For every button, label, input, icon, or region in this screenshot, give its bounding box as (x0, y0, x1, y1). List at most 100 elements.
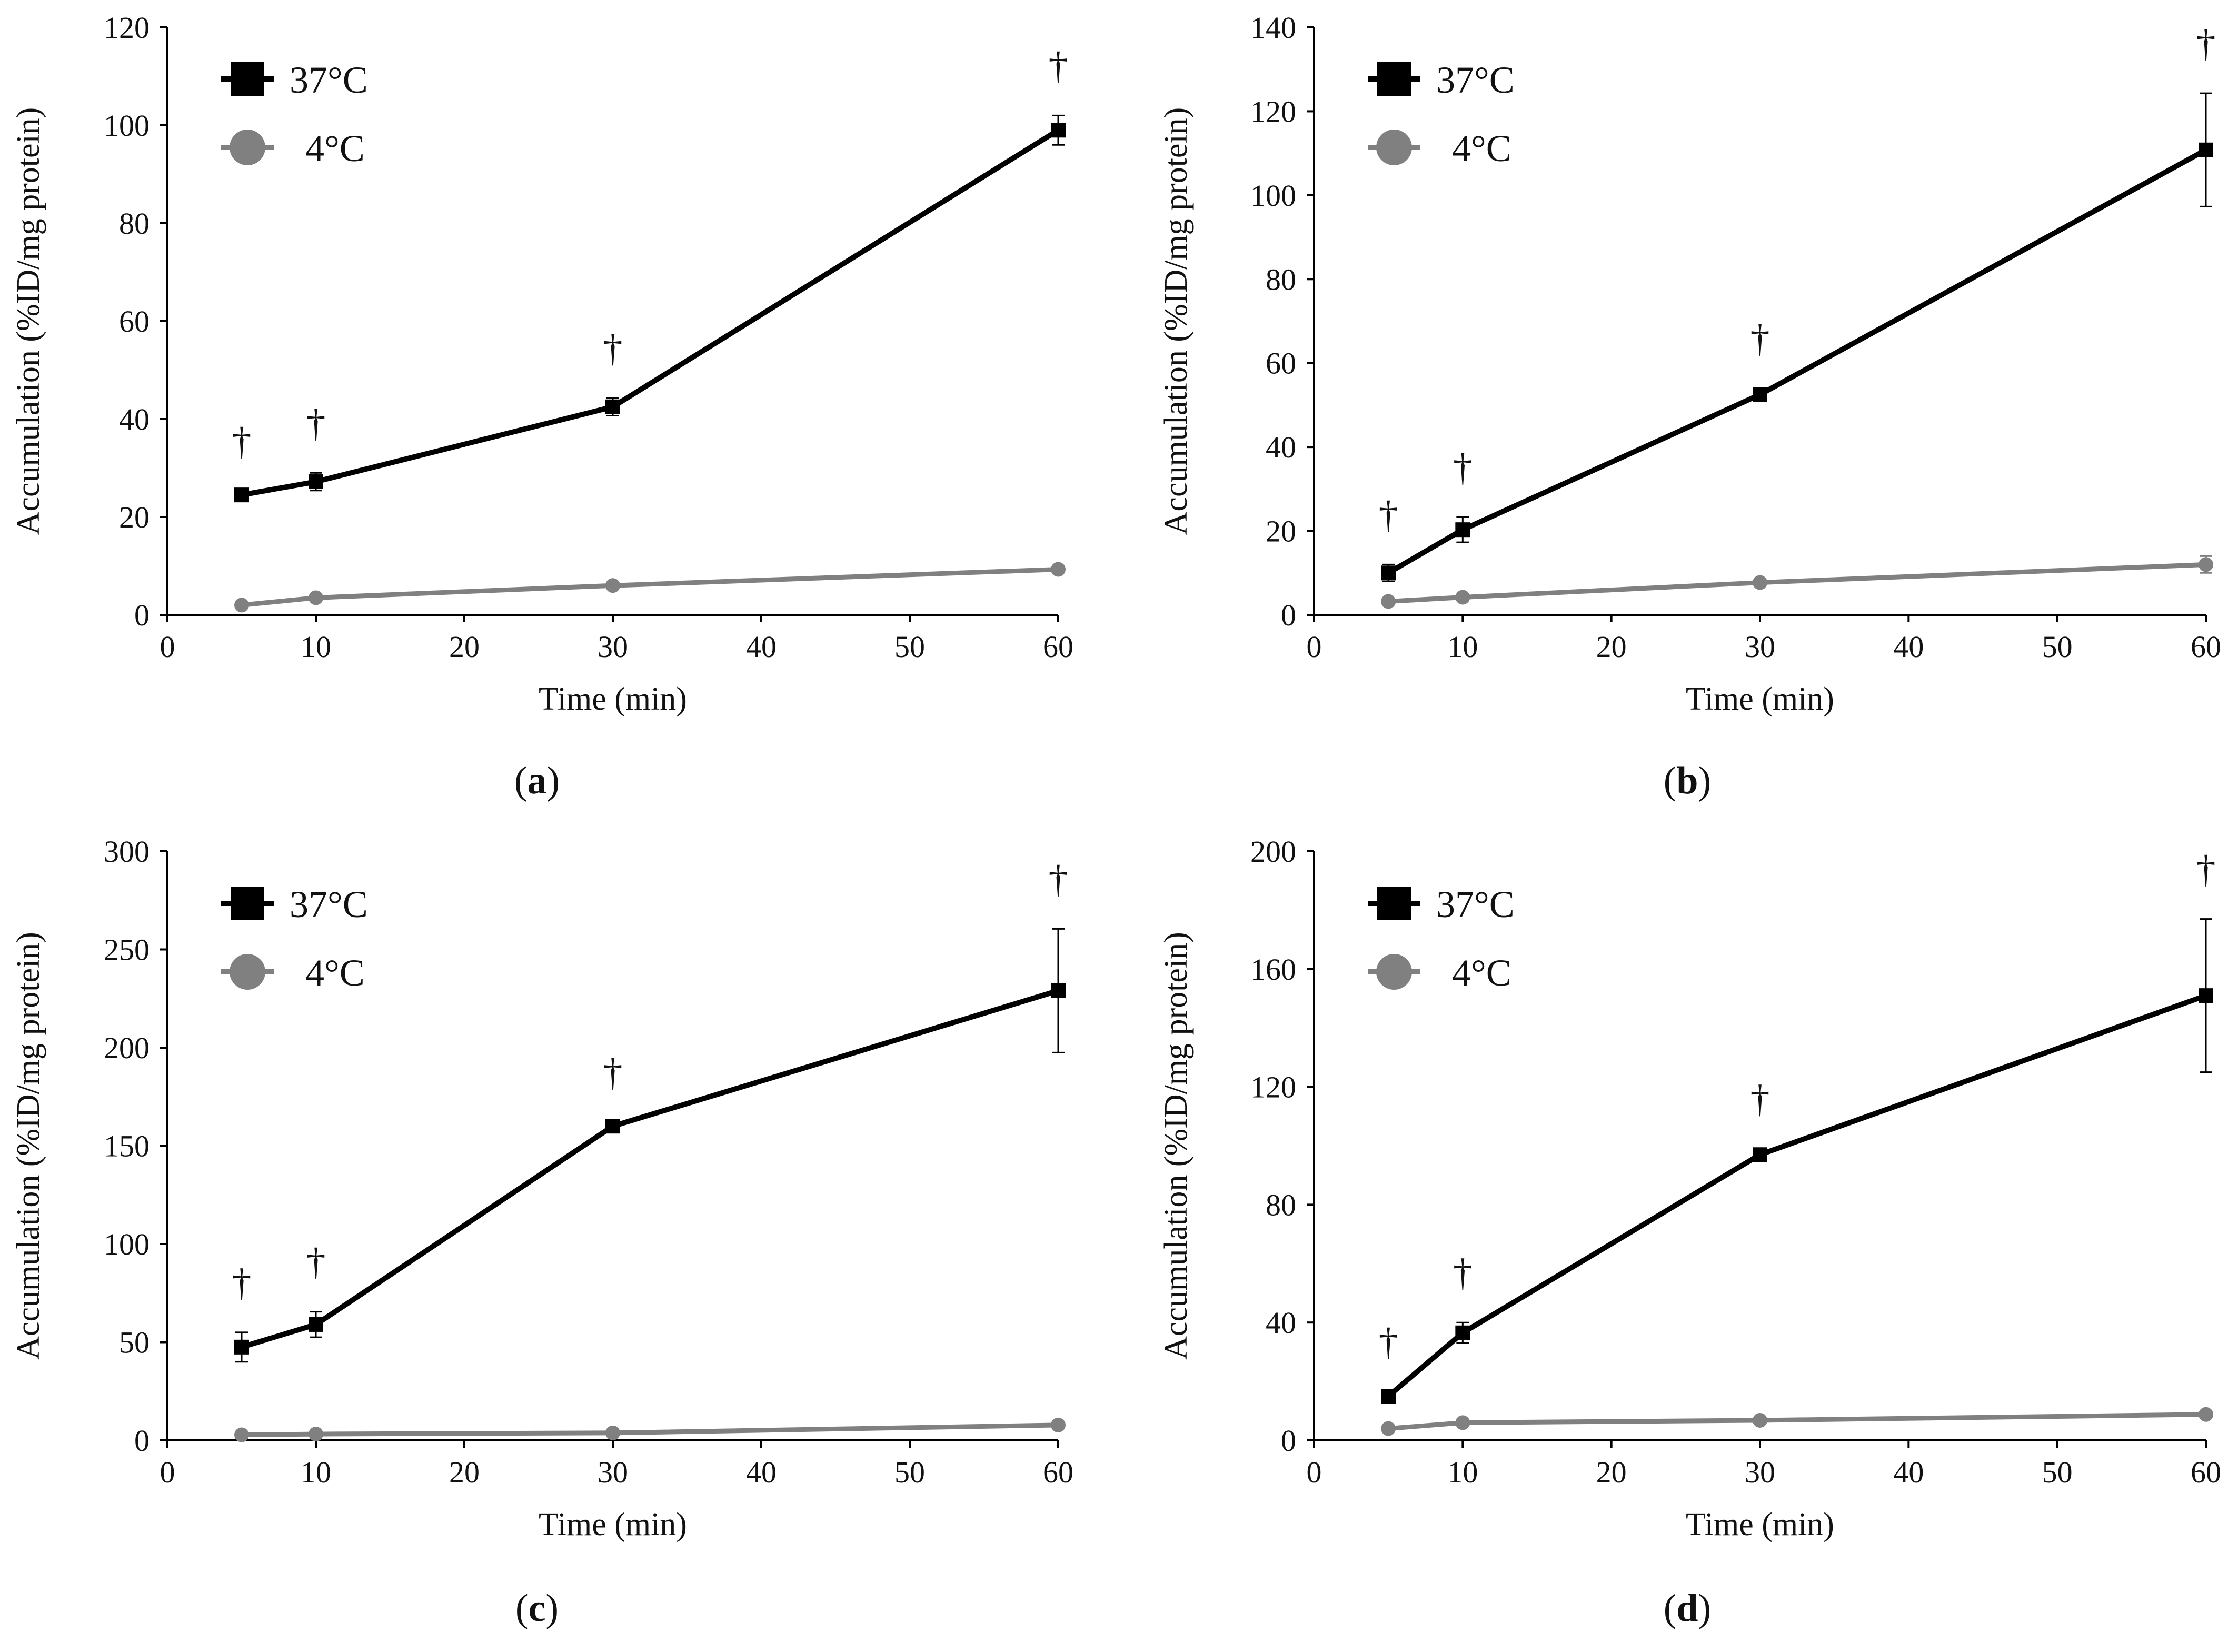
series-37c (1381, 92, 2213, 582)
data-point-37c (234, 1339, 249, 1355)
x-tick-label: 0 (160, 630, 175, 664)
y-tick-label: 100 (104, 1227, 150, 1261)
significance-dagger: † (603, 327, 623, 370)
data-point-4c (1753, 1412, 1767, 1428)
series-37c-line (239, 127, 1061, 498)
y-tick-label: 140 (1250, 11, 1296, 45)
y-tick-label: 60 (119, 304, 150, 339)
chart-panel-c: 0 50 100 150 200 250 300 0 10 20 30 40 50 60 Time (min… (11, 834, 1073, 1630)
y-tick-label: 300 (104, 834, 150, 869)
data-point-37c (1051, 123, 1066, 138)
x-tick-label: 30 (1745, 630, 1775, 664)
legend-label: 4°C (1452, 952, 1511, 994)
data-point-4c (1455, 1415, 1470, 1430)
x-tick-label: 30 (1745, 1455, 1775, 1489)
x-axis-title: Time (min) (1686, 1507, 1834, 1542)
data-point-4c (2199, 557, 2213, 572)
y-tick-label: 40 (119, 402, 150, 436)
y-tick-label: 0 (134, 598, 150, 632)
x-tick-label: 20 (449, 1455, 480, 1489)
x-tick-label: 60 (1043, 1455, 1073, 1489)
x-tick-label: 60 (2191, 1455, 2221, 1489)
x-tick-label: 50 (2042, 630, 2073, 664)
series-4c (234, 562, 1066, 613)
y-tick-label: 0 (1281, 1424, 1296, 1458)
x-tick-label: 40 (746, 630, 777, 664)
data-point-37c (2199, 988, 2213, 1003)
x-tick-label: 10 (1447, 630, 1478, 664)
data-point-4c (1381, 594, 1396, 609)
legend-marker-circle (230, 130, 265, 165)
x-tick-label: 50 (894, 630, 925, 664)
significance-dagger: † (1750, 317, 1770, 361)
y-tick-label: 250 (104, 933, 150, 967)
data-point-37c (605, 1119, 620, 1134)
legend-label: 37°C (290, 883, 368, 925)
series-37c-line (1386, 993, 2209, 1399)
legend-marker-circle (230, 954, 265, 990)
legend: 37°C 4°C (221, 59, 368, 170)
series-4c-line (1386, 1412, 2209, 1431)
y-tick-label: 160 (1250, 952, 1296, 987)
data-point-4c (1051, 1417, 1066, 1432)
series-37c (1381, 918, 2213, 1404)
series-4c (1381, 1407, 2213, 1436)
x-tick-label: 0 (1307, 630, 1322, 664)
data-point-37c (1455, 522, 1470, 538)
legend-label: 37°C (1436, 59, 1515, 101)
legend-label: 4°C (305, 127, 365, 170)
significance-dagger: † (1379, 493, 1398, 536)
legend: 37°C 4°C (1368, 59, 1515, 170)
legend: 37°C 4°C (221, 883, 368, 994)
data-point-37c (309, 1317, 323, 1332)
x-tick-label: 30 (598, 630, 628, 664)
x-tick-label: 20 (449, 630, 480, 664)
chart-panel-b: 0 20 40 60 80 100 120 140 0 10 20 30 40 50 60 Time (min… (1158, 11, 2221, 802)
data-point-37c (1753, 387, 1767, 402)
x-tick-label: 40 (1893, 630, 1924, 664)
significance-dagger: † (2196, 848, 2216, 891)
significance-dagger: † (1379, 1321, 1398, 1364)
panel-caption: (a) (514, 759, 560, 802)
significance-dagger: † (306, 1241, 326, 1284)
data-point-37c (1051, 983, 1066, 998)
x-tick-label: 20 (1596, 1455, 1627, 1489)
x-axis-title: Time (min) (1686, 681, 1834, 717)
y-axis-title: Accumulation (%ID/mg protein) (1158, 107, 1194, 535)
legend-marker-circle (1376, 130, 1412, 165)
legend-marker-circle (1376, 954, 1412, 990)
significance-dagger: † (232, 420, 252, 463)
x-tick-label: 10 (1447, 1455, 1478, 1489)
series-4c-line (239, 567, 1061, 608)
y-tick-label: 120 (1250, 94, 1296, 128)
x-tick-label: 50 (894, 1455, 925, 1489)
significance-dagger: † (306, 402, 326, 445)
x-tick-label: 60 (2191, 630, 2221, 664)
y-tick-label: 80 (1266, 1188, 1296, 1222)
y-tick-label: 0 (134, 1424, 150, 1458)
chart-panel-d: 0 40 80 120 160 200 0 10 20 30 40 50 60 Time (min) Acc… (1158, 834, 2221, 1630)
series-4c-line (1386, 562, 2209, 604)
legend-label: 4°C (1452, 127, 1511, 170)
y-tick-label: 120 (104, 11, 150, 45)
data-point-4c (605, 1425, 620, 1440)
x-tick-label: 20 (1596, 630, 1627, 664)
legend-marker-square (231, 887, 264, 920)
panel-caption: (b) (1664, 759, 1711, 802)
y-tick-label: 80 (119, 206, 150, 241)
x-tick-label: 30 (598, 1455, 628, 1489)
x-tick-label: 50 (2042, 1455, 2073, 1489)
significance-dagger: † (1453, 446, 1473, 489)
series-37c (234, 928, 1066, 1363)
x-tick-label: 0 (1307, 1455, 1322, 1489)
data-point-4c (605, 578, 620, 593)
y-tick-label: 120 (1250, 1070, 1296, 1104)
significance-dagger: † (2196, 22, 2216, 65)
data-point-4c (309, 1427, 323, 1442)
y-tick-label: 200 (1250, 834, 1296, 869)
y-axis-title: Accumulation (%ID/mg protein) (11, 107, 46, 535)
y-tick-label: 20 (1266, 514, 1296, 549)
significance-dagger: † (1049, 44, 1068, 87)
x-tick-label: 0 (160, 1455, 175, 1489)
y-tick-label: 40 (1266, 1306, 1296, 1340)
